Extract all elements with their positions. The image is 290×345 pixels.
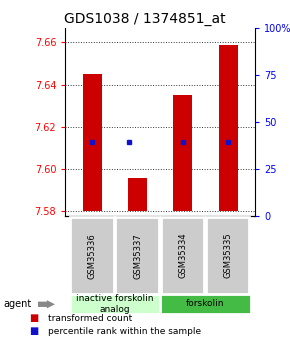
- Bar: [173, 95, 192, 211]
- Text: percentile rank within the sample: percentile rank within the sample: [48, 327, 201, 336]
- Text: ■: ■: [29, 313, 38, 323]
- Text: GSM35334: GSM35334: [178, 233, 187, 278]
- Text: GSM35337: GSM35337: [133, 233, 142, 278]
- Bar: [83, 74, 102, 211]
- Text: inactive forskolin
analog: inactive forskolin analog: [76, 294, 154, 314]
- Text: ■: ■: [29, 326, 38, 336]
- Text: transformed count: transformed count: [48, 314, 132, 323]
- Bar: [219, 45, 238, 211]
- Bar: [70, 294, 160, 314]
- Bar: [160, 294, 251, 314]
- FancyArrow shape: [38, 300, 55, 308]
- Bar: [128, 178, 147, 211]
- Bar: [70, 217, 114, 294]
- Text: agent: agent: [3, 299, 31, 309]
- Bar: [206, 217, 249, 294]
- Bar: [115, 217, 159, 294]
- Text: forskolin: forskolin: [186, 299, 225, 308]
- Text: GDS1038 / 1374851_at: GDS1038 / 1374851_at: [64, 12, 226, 26]
- Text: GSM35335: GSM35335: [224, 233, 233, 278]
- Text: GSM35336: GSM35336: [88, 233, 97, 278]
- Bar: [161, 217, 204, 294]
